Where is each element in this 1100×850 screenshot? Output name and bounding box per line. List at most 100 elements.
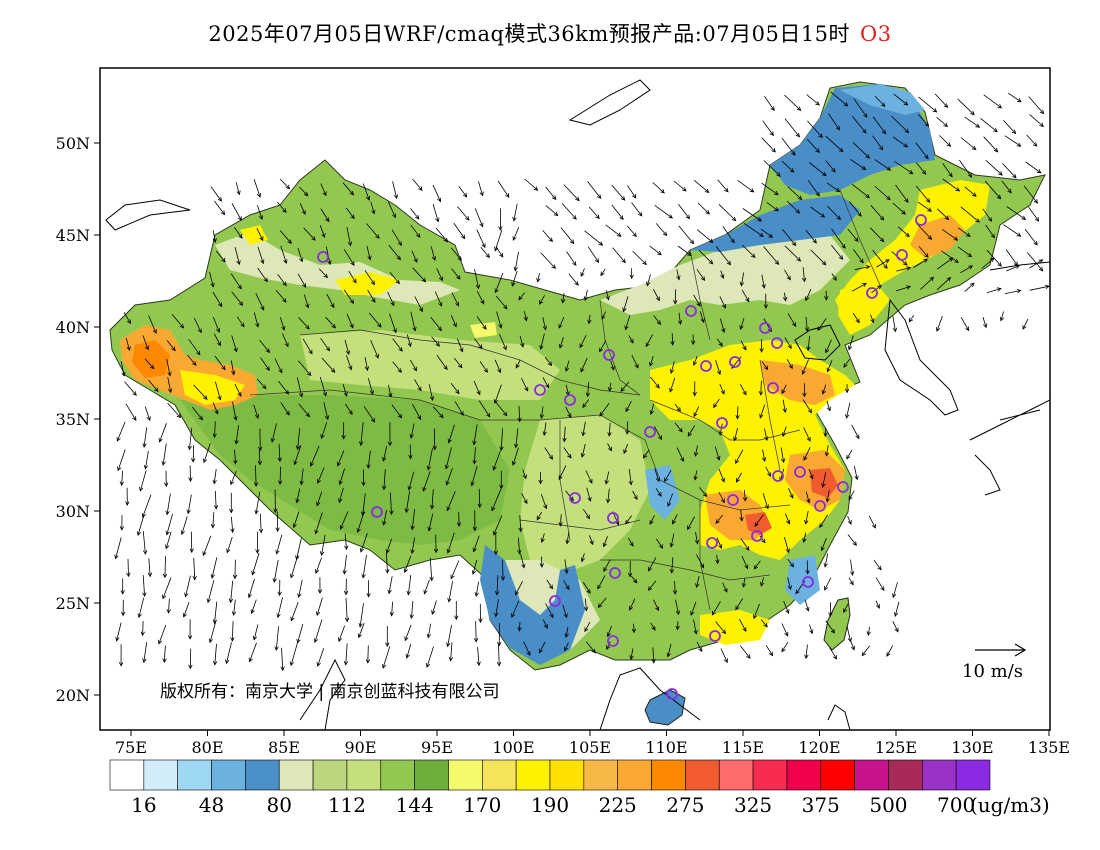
lon-tick-label: 110E (645, 738, 687, 757)
city-marker (759, 322, 771, 334)
guizhou-blue (645, 465, 680, 520)
colorbar-label: 500 (869, 793, 907, 817)
lon-tick-label: 100E (492, 738, 534, 757)
title-main: 2025年07月05日WRF/cmaq模式36km预报产品:07月05日15时 (208, 22, 851, 46)
city-marker (727, 494, 739, 506)
wind-scale-label: 10 m/s (962, 661, 1023, 682)
pollutant-label: O3 (860, 22, 892, 46)
lat-tick-label: 40N (56, 318, 90, 337)
latitude-axis: 50N 45N 40N 35N 30N 25N 20N (56, 134, 100, 705)
colorbar-swatch (380, 759, 415, 791)
city-marker (534, 384, 546, 396)
colorbar-swatch (211, 759, 246, 791)
city-marker (569, 492, 581, 504)
coast-philippines (827, 704, 851, 730)
lon-tick-label: 130E (951, 738, 993, 757)
city-marker-layer (317, 214, 927, 700)
city-marker (915, 214, 927, 226)
colorbar-swatch (414, 759, 449, 791)
wind-scale: 10 m/s (962, 643, 1027, 682)
colorbar: 16 48 80 112 144 170 190 225 275 325 375 500 700 (109, 759, 991, 817)
north-light-band (215, 232, 460, 305)
colorbar-label: 275 (666, 793, 704, 817)
city-marker (317, 251, 329, 263)
city-marker (751, 530, 763, 542)
colorbar-swatch (752, 759, 788, 791)
colorbar-label: 112 (328, 793, 366, 817)
colorbar-swatch (143, 759, 178, 791)
city-marker (837, 481, 849, 493)
colorbar-swatch (278, 759, 314, 791)
coast-baikal (568, 79, 651, 126)
city-marker (767, 382, 779, 394)
coast-indochina (599, 667, 701, 730)
city-marker (644, 426, 656, 438)
city-marker (685, 305, 697, 317)
colorbar-swatch (820, 759, 855, 791)
city-marker (729, 356, 741, 368)
map-layers (105, 79, 1050, 730)
lon-tick-label: 105E (569, 738, 611, 757)
lon-tick-label: 80E (191, 738, 223, 757)
colorbar-swatch (583, 759, 618, 791)
colorbar-swatch (786, 759, 822, 791)
city-marker (716, 417, 728, 429)
lat-tick-label: 35N (56, 410, 90, 429)
colorbar-label: 80 (267, 793, 292, 817)
lon-tick-label: 135E (1028, 738, 1070, 757)
city-marker (564, 394, 576, 406)
colorbar-label: 375 (802, 793, 840, 817)
lon-tick-label: 125E (875, 738, 917, 757)
yunnan-blue (480, 545, 585, 665)
colorbar-swatch (346, 759, 382, 791)
shandong-orange (760, 360, 835, 405)
city-marker (549, 595, 561, 607)
coast-bay-of-bengal (299, 658, 346, 730)
colorbar-swatch (245, 759, 280, 791)
city-marker (794, 466, 806, 478)
lon-tick-label: 95E (421, 738, 453, 757)
colorbar-swatch (922, 759, 957, 791)
longitude-axis: 75E 80E 85E 90E 95E 100E 105E 110E 115E 120E 125E 1… (115, 730, 1070, 757)
colorbar-label: 325 (734, 793, 772, 817)
colorbar-swatch (312, 759, 348, 791)
coast-japan (969, 399, 1050, 496)
colorbar-label: 700 (937, 793, 975, 817)
lat-tick-label: 50N (56, 134, 90, 153)
plot-frame (99, 67, 1051, 731)
lat-tick-label: 25N (56, 594, 90, 613)
xinjiang-spots-2 (240, 225, 268, 245)
mongolia-border-blue (690, 195, 860, 252)
city-marker (866, 287, 878, 299)
colorbar-swatch (515, 759, 551, 791)
xinjiang-spots-3 (470, 322, 497, 338)
colorbar-swatch (685, 759, 720, 791)
colorbar-label: 144 (396, 793, 434, 817)
colorbar-swatch (955, 759, 991, 791)
lon-tick-label: 85E (268, 738, 300, 757)
city-marker (603, 349, 615, 361)
xinjiang-spots-1 (335, 272, 400, 295)
city-marker (896, 249, 908, 261)
city-marker (772, 470, 784, 482)
hubei-red (745, 512, 772, 535)
colorbar-swatch (651, 759, 686, 791)
city-marker (814, 500, 826, 512)
lat-tick-label: 20N (56, 686, 90, 705)
coast-sakhalin (989, 261, 1050, 271)
coast-caspian (105, 199, 191, 231)
city-marker (700, 360, 712, 372)
central-light (300, 330, 560, 400)
tibet-field (180, 395, 510, 545)
lon-tick-label: 75E (115, 738, 147, 757)
colorbar-swatch (177, 759, 212, 791)
colorbar-swatch (888, 759, 923, 791)
colorbar-swatch (448, 759, 483, 791)
shanghai-hotspot (810, 468, 838, 498)
city-marker (607, 635, 619, 647)
city-marker (706, 537, 718, 549)
city-marker (709, 630, 721, 642)
taklimakan-core (132, 340, 170, 378)
colorbar-label: 16 (131, 793, 156, 817)
